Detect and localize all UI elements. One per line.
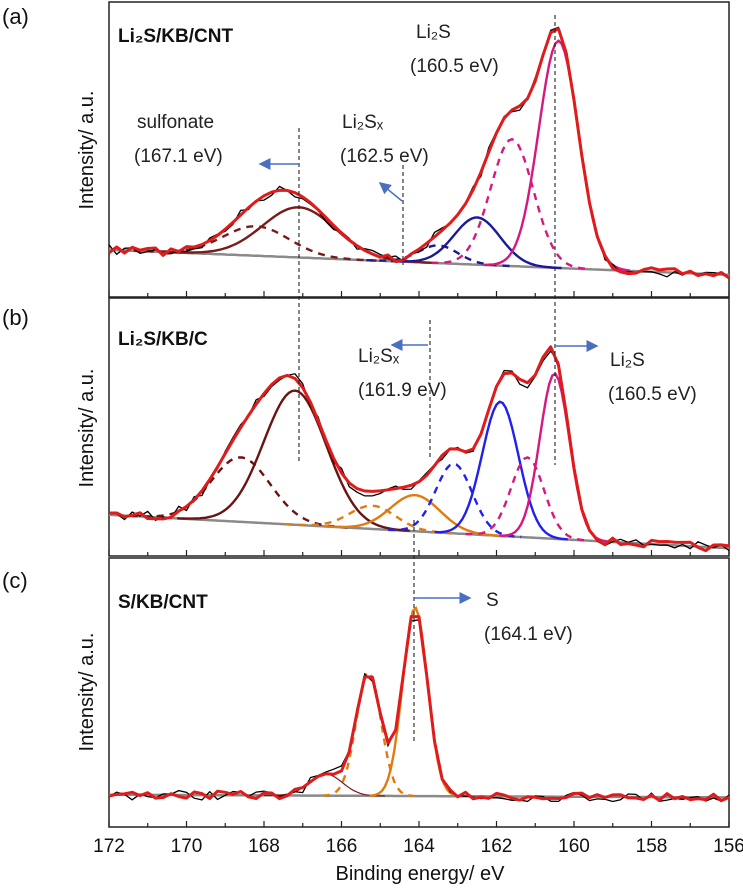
panel-label-a: (a) <box>2 4 29 29</box>
component-peak-160_4 <box>484 39 630 272</box>
sample-label-b: Li₂S/KB/C <box>118 329 208 350</box>
panel-c <box>108 557 730 828</box>
annotation-s: S <box>486 590 499 611</box>
x-tick-label: 158 <box>636 836 668 857</box>
fit-envelope-curve <box>109 345 730 553</box>
panel-b <box>108 297 730 557</box>
x-tick-label: 164 <box>403 836 435 857</box>
component-peak-168_6 <box>130 456 351 529</box>
component-peak-165_2 <box>285 504 457 535</box>
annotation-li2sx-a: Li₂Sₓ <box>342 112 384 133</box>
component-peak-164_1 <box>322 494 506 538</box>
background-line <box>108 513 730 550</box>
annotation-li2s-a-energy: (160.5 eV) <box>410 56 499 77</box>
y-axis-title-a: Intensity/ a.u. <box>76 91 98 210</box>
annotation-li2s-a: Li₂S <box>416 22 451 43</box>
sample-label-a: Li₂S/KB/CNT <box>118 26 233 47</box>
x-tick-label: 168 <box>248 836 280 857</box>
component-peak-167_2 <box>177 389 410 532</box>
x-tick-label: 156 <box>713 836 743 857</box>
y-axis-title-b: Intensity/ a.u. <box>76 369 98 488</box>
component-peak-167_1 <box>164 206 435 265</box>
component-peak-162_5 <box>391 216 562 270</box>
annotation-li2s-b: Li₂S <box>610 350 645 371</box>
x-tick-label: 172 <box>93 836 125 857</box>
annotation-s-energy: (164.1 eV) <box>484 624 573 645</box>
sample-label-c: S/KB/CNT <box>118 592 208 613</box>
component-peak-161_9 <box>434 400 568 541</box>
annotation-li2s-b-energy: (160.5 eV) <box>608 384 697 405</box>
component-peak-165_3 <box>322 670 413 797</box>
component-peak-161_6 <box>431 137 590 271</box>
x-tick-label: 170 <box>171 836 203 857</box>
x-tick-label: 160 <box>558 836 590 857</box>
annotation-li2sx-a-energy: (162.5 eV) <box>340 146 429 167</box>
component-peak-166_4 <box>264 773 385 797</box>
component-peak-163_1 <box>387 462 522 539</box>
x-tick-label: 166 <box>326 836 358 857</box>
arrow-li2sx-a <box>378 182 403 202</box>
component-peak-161_2 <box>465 456 587 542</box>
panel-label-b: (b) <box>2 305 29 330</box>
fit-envelope-curve <box>108 615 730 803</box>
annotation-sulfonate: sulfonate <box>137 112 214 133</box>
annotation-li2sx-b: Li₂Sₓ <box>358 346 400 367</box>
panel-label-c: (c) <box>2 568 28 593</box>
fit-envelope-curve <box>108 27 730 280</box>
x-tick-label: 162 <box>481 836 513 857</box>
annotation-li2sx-b-energy: (161.9 eV) <box>358 380 447 401</box>
y-axis-title-c: Intensity/ a.u. <box>76 633 98 752</box>
panel-a <box>108 1 730 298</box>
x-axis-title: Binding energy/ eV <box>335 863 505 885</box>
experimental-curve <box>108 619 730 803</box>
annotation-sulfonate-energy: (167.1 eV) <box>134 146 223 167</box>
